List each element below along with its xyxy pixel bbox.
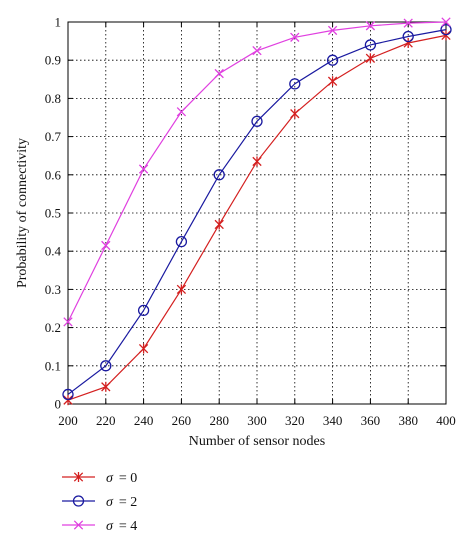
x-tick-label: 340 <box>323 413 343 428</box>
series-2 <box>63 17 451 327</box>
y-tick-label: 0.5 <box>45 206 61 221</box>
y-tick-label: 0.2 <box>45 320 61 335</box>
data-point <box>365 53 376 64</box>
series-line <box>67 29 447 395</box>
data-point <box>290 108 300 119</box>
data-point <box>137 304 150 317</box>
data-point <box>214 68 224 79</box>
x-tick-label: 240 <box>134 413 154 428</box>
data-point <box>213 169 225 181</box>
data-point <box>364 39 377 51</box>
series-lines <box>62 17 452 406</box>
data-point <box>290 32 300 42</box>
legend-marker <box>73 472 84 482</box>
grid <box>68 22 446 404</box>
data-point <box>214 219 224 230</box>
legend-marker <box>72 495 85 507</box>
legend: σ = 0 σ = 2 σ = 4 <box>62 471 137 534</box>
series-1 <box>62 23 452 401</box>
data-point <box>100 360 112 372</box>
legend-value: = 4 <box>119 519 137 534</box>
data-point <box>252 156 262 167</box>
data-point <box>176 284 187 295</box>
data-point <box>289 78 301 90</box>
x-tick-label: 200 <box>58 413 78 428</box>
y-tick-label: 0.4 <box>45 244 62 259</box>
x-tick-label: 220 <box>96 413 116 428</box>
data-point <box>327 25 338 36</box>
data-point <box>176 107 187 117</box>
legend-symbol: σ <box>106 495 114 510</box>
data-point <box>63 395 73 406</box>
data-point <box>251 115 263 127</box>
legend-item: σ = 0 <box>62 471 137 486</box>
x-tick-label: 380 <box>398 413 418 428</box>
x-tick-label: 260 <box>172 413 192 428</box>
data-point <box>441 30 451 41</box>
y-tick-label: 0.3 <box>45 282 61 297</box>
x-tick-label: 300 <box>247 413 267 428</box>
y-tick-label: 0 <box>55 397 62 412</box>
data-point <box>402 30 414 43</box>
data-point <box>138 164 149 174</box>
data-point <box>138 343 149 354</box>
y-tick-label: 0.6 <box>45 167 62 182</box>
axis-ticks: 200 220 240 260 280 300 320 340 360 380 400 0 0.1 0.2… <box>45 15 456 429</box>
data-point <box>440 23 452 36</box>
legend-item: σ = 4 <box>62 519 137 534</box>
x-tick-label: 280 <box>209 413 229 428</box>
data-point <box>327 76 338 87</box>
y-tick-label: 0.9 <box>45 53 61 68</box>
series-0 <box>63 30 451 406</box>
x-axis-title: Number of sensor nodes <box>189 434 325 449</box>
y-tick-label: 1 <box>55 15 62 30</box>
data-point <box>101 381 111 392</box>
legend-label: σ = 0 <box>106 471 137 486</box>
x-tick-label: 400 <box>436 413 456 428</box>
data-point <box>101 240 111 251</box>
data-point <box>62 388 74 401</box>
y-tick-label: 0.1 <box>45 358 61 373</box>
y-tick-label: 0.8 <box>45 91 61 106</box>
legend-value: = 0 <box>119 471 137 486</box>
data-point <box>365 21 376 31</box>
legend-item: σ = 2 <box>62 495 137 510</box>
legend-value: = 2 <box>119 495 137 510</box>
x-tick-label: 320 <box>285 413 305 428</box>
data-point <box>252 45 262 56</box>
data-point <box>326 54 339 66</box>
data-point <box>441 17 451 27</box>
data-point <box>403 18 413 28</box>
legend-label: σ = 2 <box>106 495 137 510</box>
data-point <box>175 235 188 248</box>
data-point <box>63 317 73 327</box>
legend-label: σ = 4 <box>106 519 137 534</box>
legend-marker <box>73 520 84 530</box>
y-axis-title: Probability of connectivity <box>15 138 30 288</box>
x-tick-label: 360 <box>361 413 381 428</box>
legend-symbol: σ <box>106 471 114 486</box>
legend-symbol: σ <box>106 519 114 534</box>
y-tick-label: 0.7 <box>45 129 62 144</box>
